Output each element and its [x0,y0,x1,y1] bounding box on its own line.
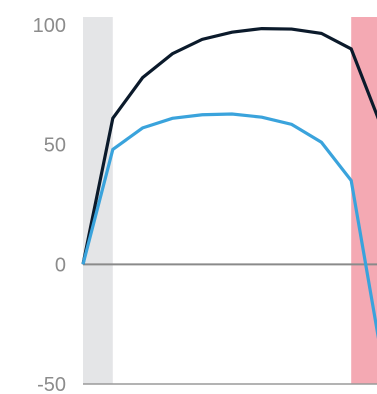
shaded-region-start [83,17,113,384]
y-tick-label: 50 [44,135,66,157]
y-tick-label: 100 [33,15,66,37]
series-line-2 [81,112,377,340]
series-lines [81,26,377,340]
series-line-1 [81,26,377,265]
y-tick-label: 0 [55,254,66,276]
y-tick-label: -50 [37,374,66,394]
y-tick-labels: 100 50 0 -50 [33,15,66,394]
axes [83,263,377,385]
shaded-regions [83,17,377,384]
